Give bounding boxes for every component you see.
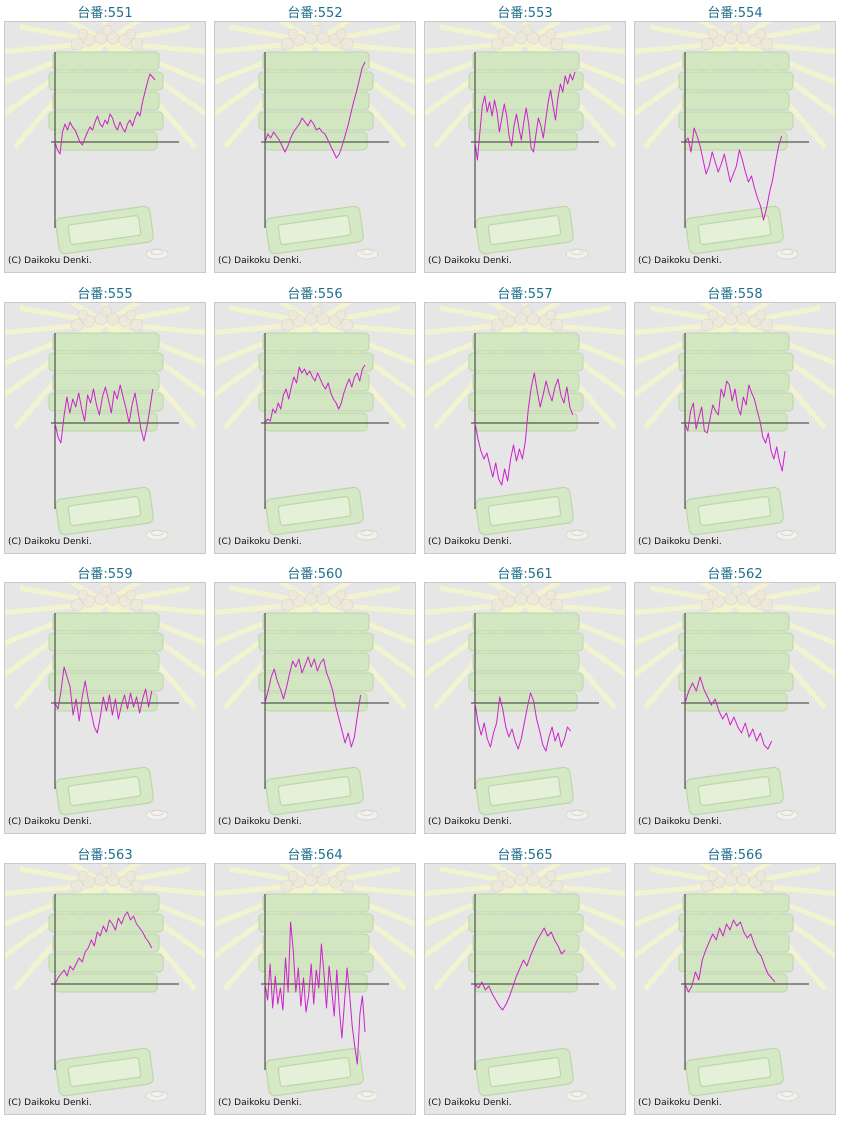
slump-graph (471, 613, 599, 789)
machine-chart-cell: 台番:565 (C) Daikoku Denki. (420, 842, 630, 1122)
machine-chart-cell: 台番:562 (C) Daikoku Denki. (630, 561, 840, 841)
copyright-text: (C) Daikoku Denki. (638, 256, 722, 266)
machine-number-title[interactable]: 台番:560 (287, 567, 343, 582)
machine-chart-cell: 台番:564 (C) Daikoku Denki. (210, 842, 420, 1122)
slump-series-line (264, 656, 362, 748)
machine-chart-cell: 台番:551 (C) Daikoku Denki. (0, 0, 210, 280)
slump-graph (681, 52, 809, 228)
machine-number-title[interactable]: 台番:552 (287, 6, 343, 21)
slump-series-line (684, 127, 783, 221)
copyright-text: (C) Daikoku Denki. (638, 537, 722, 547)
machine-chart-cell: 台番:559 (C) Daikoku Denki. (0, 561, 210, 841)
slump-series-line (264, 61, 366, 159)
copyright-text: (C) Daikoku Denki. (638, 817, 722, 827)
slump-graph-panel: (C) Daikoku Denki. (634, 582, 836, 834)
machine-chart-cell: 台番:566 (C) Daikoku Denki. (630, 842, 840, 1122)
slump-series-line (474, 692, 571, 752)
copyright-text: (C) Daikoku Denki. (638, 1098, 722, 1108)
copyright-text: (C) Daikoku Denki. (428, 817, 512, 827)
slump-graph-panel: (C) Daikoku Denki. (214, 302, 416, 554)
machine-number-title[interactable]: 台番:565 (497, 848, 553, 863)
machine-chart-cell: 台番:557 (C) Daikoku Denki. (420, 281, 630, 561)
machine-chart-cell: 台番:555 (C) Daikoku Denki. (0, 281, 210, 561)
machine-chart-cell: 台番:553 (C) Daikoku Denki. (420, 0, 630, 280)
slump-graph (51, 52, 179, 228)
slump-graph (681, 613, 809, 789)
machine-number-title[interactable]: 台番:557 (497, 287, 553, 302)
slump-graph-panel: (C) Daikoku Denki. (214, 21, 416, 273)
slump-graph-panel: (C) Daikoku Denki. (634, 863, 836, 1115)
copyright-text: (C) Daikoku Denki. (218, 537, 302, 547)
copyright-text: (C) Daikoku Denki. (428, 256, 512, 266)
slump-series-line (54, 911, 153, 985)
slump-graph (51, 613, 179, 789)
machine-number-title[interactable]: 台番:561 (497, 567, 553, 582)
machine-number-title[interactable]: 台番:563 (77, 848, 133, 863)
slump-graph-panel: (C) Daikoku Denki. (424, 863, 626, 1115)
machine-number-title[interactable]: 台番:564 (287, 848, 343, 863)
slump-graph-panel: (C) Daikoku Denki. (424, 21, 626, 273)
machine-number-title[interactable]: 台番:558 (707, 287, 763, 302)
machine-number-title[interactable]: 台番:555 (77, 287, 133, 302)
copyright-text: (C) Daikoku Denki. (218, 1098, 302, 1108)
slump-graph-panel: (C) Daikoku Denki. (424, 302, 626, 554)
machine-number-title[interactable]: 台番:562 (707, 567, 763, 582)
slump-series-line (474, 372, 574, 486)
machine-number-title[interactable]: 台番:559 (77, 567, 133, 582)
slump-series-line (54, 73, 156, 155)
machine-number-title[interactable]: 台番:551 (77, 6, 133, 21)
slump-graph (51, 333, 179, 509)
slump-graph-panel: (C) Daikoku Denki. (4, 582, 206, 834)
slump-series-line (54, 666, 153, 734)
slump-graph (261, 894, 389, 1070)
slump-graph-panel: (C) Daikoku Denki. (214, 582, 416, 834)
slump-series-line (684, 380, 786, 472)
slump-graph-panel: (C) Daikoku Denki. (424, 582, 626, 834)
slump-series-line (264, 921, 366, 1065)
slump-series-line (264, 364, 366, 424)
copyright-text: (C) Daikoku Denki. (428, 1098, 512, 1108)
machine-number-title[interactable]: 台番:556 (287, 287, 343, 302)
slump-graph-panel: (C) Daikoku Denki. (4, 302, 206, 554)
slump-series-line (684, 919, 776, 993)
slump-series-line (474, 71, 576, 161)
machine-chart-cell: 台番:554 (C) Daikoku Denki. (630, 0, 840, 280)
machine-number-title[interactable]: 台番:554 (707, 6, 763, 21)
slump-graph (51, 894, 179, 1070)
machine-chart-cell: 台番:561 (C) Daikoku Denki. (420, 561, 630, 841)
slump-series-line (684, 676, 773, 750)
slump-graph (261, 333, 389, 509)
machine-chart-cell: 台番:563 (C) Daikoku Denki. (0, 842, 210, 1122)
slump-series-line (474, 927, 566, 1011)
copyright-text: (C) Daikoku Denki. (8, 537, 92, 547)
slump-graph (471, 52, 599, 228)
machine-number-title[interactable]: 台番:566 (707, 848, 763, 863)
machine-chart-cell: 台番:556 (C) Daikoku Denki. (210, 281, 420, 561)
slump-graph (261, 613, 389, 789)
slump-graph-panel: (C) Daikoku Denki. (634, 21, 836, 273)
slump-graph (261, 52, 389, 228)
slump-graph (471, 333, 599, 509)
slump-graph-panel: (C) Daikoku Denki. (214, 863, 416, 1115)
slump-graph (681, 894, 809, 1070)
copyright-text: (C) Daikoku Denki. (8, 817, 92, 827)
copyright-text: (C) Daikoku Denki. (218, 256, 302, 266)
copyright-text: (C) Daikoku Denki. (8, 1098, 92, 1108)
copyright-text: (C) Daikoku Denki. (218, 817, 302, 827)
copyright-text: (C) Daikoku Denki. (8, 256, 92, 266)
machine-number-title[interactable]: 台番:553 (497, 6, 553, 21)
slump-graph-panel: (C) Daikoku Denki. (634, 302, 836, 554)
machine-chart-cell: 台番:560 (C) Daikoku Denki. (210, 561, 420, 841)
copyright-text: (C) Daikoku Denki. (428, 537, 512, 547)
slump-graph (471, 894, 599, 1070)
machine-chart-cell: 台番:558 (C) Daikoku Denki. (630, 281, 840, 561)
machine-chart-cell: 台番:552 (C) Daikoku Denki. (210, 0, 420, 280)
slump-graph-panel: (C) Daikoku Denki. (4, 863, 206, 1115)
slump-series-line (54, 384, 154, 444)
slump-graph (681, 333, 809, 509)
slump-graph-panel: (C) Daikoku Denki. (4, 21, 206, 273)
